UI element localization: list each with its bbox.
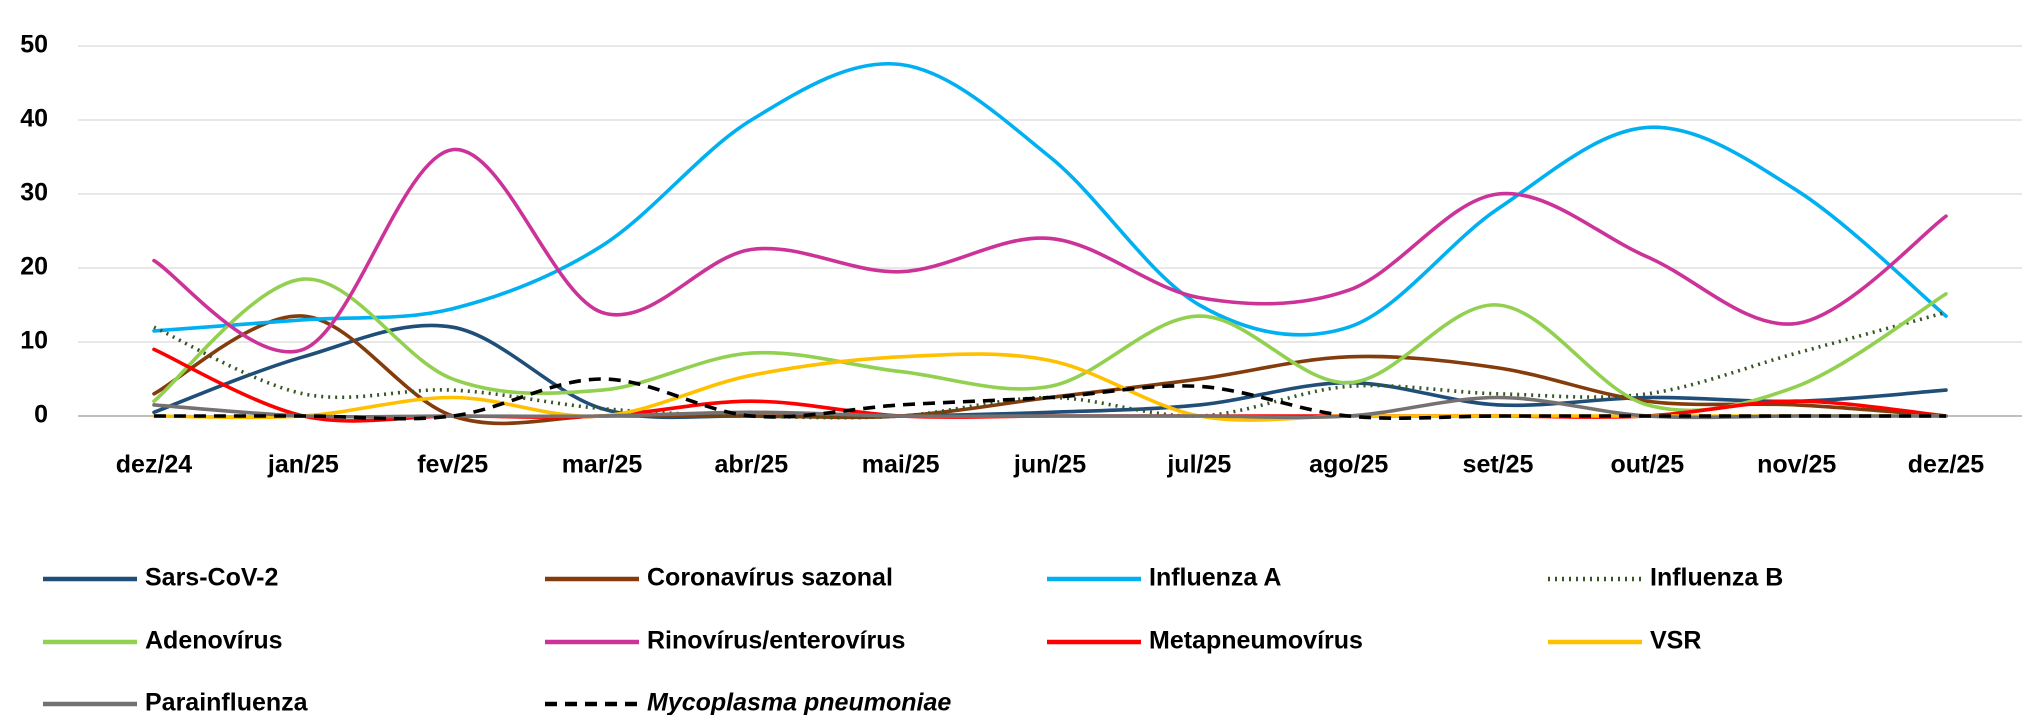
legend-label: Rinovírus/enterovírus — [647, 627, 905, 655]
y-tick-label: 50 — [20, 31, 48, 59]
y-tick-label: 0 — [34, 401, 48, 429]
x-tick-label: ago/25 — [1309, 451, 1388, 479]
x-tick-label: dez/24 — [116, 451, 193, 479]
y-tick-label: 30 — [20, 179, 48, 207]
y-tick-label: 10 — [20, 327, 48, 355]
x-tick-label: mai/25 — [862, 451, 940, 479]
series-line — [152, 61, 1948, 337]
series-line — [153, 377, 1946, 421]
y-tick-label: 20 — [20, 253, 48, 281]
x-tick-label: nov/25 — [1757, 451, 1836, 479]
x-tick-label: mar/25 — [562, 451, 643, 479]
legend-label: VSR — [1650, 627, 1701, 655]
legend-label: Metapneumovírus — [1149, 627, 1363, 655]
legend-label: Adenovírus — [145, 627, 283, 655]
y-tick-label: 40 — [20, 105, 48, 133]
x-tick-label: abr/25 — [714, 451, 788, 479]
x-tick-label: jul/25 — [1166, 451, 1231, 479]
legend-label: Influenza B — [1650, 564, 1783, 592]
legend-label: Mycoplasma pneumoniae — [647, 689, 951, 715]
x-tick-label: jun/25 — [1013, 451, 1086, 479]
series-line — [152, 323, 1948, 420]
x-tick-label: jan/25 — [267, 451, 339, 479]
x-tick-label: set/25 — [1463, 451, 1534, 479]
x-tick-label: dez/25 — [1908, 451, 1985, 479]
series-line — [152, 147, 1948, 354]
legend-label: Sars-CoV-2 — [145, 564, 278, 592]
legend-label: Parainfluenza — [145, 689, 309, 715]
series-line — [152, 277, 1948, 413]
legend-label: Influenza A — [1149, 564, 1281, 592]
x-tick-label: out/25 — [1611, 451, 1685, 479]
x-tick-label: fev/25 — [417, 451, 488, 479]
legend-label: Coronavírus sazonal — [647, 564, 893, 592]
series-line — [152, 314, 1948, 426]
